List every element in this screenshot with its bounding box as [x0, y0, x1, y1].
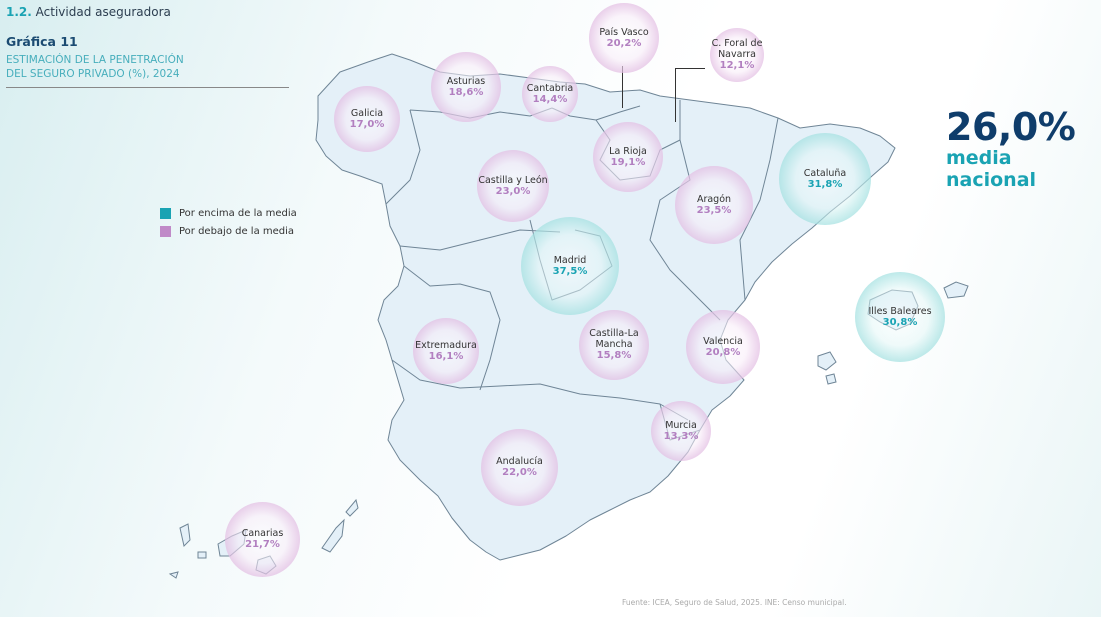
legend-item-above: Por encima de la media — [160, 204, 297, 222]
region-name: Andalucía — [496, 456, 543, 467]
region-name: Cantabria — [526, 82, 574, 94]
region-name: Castilla-La Mancha — [589, 328, 639, 350]
section-number: 1.2. — [6, 5, 32, 19]
region-name: País Vasco — [599, 26, 649, 38]
region-value: 20,8% — [705, 346, 741, 358]
region-value: 18,6% — [448, 86, 484, 98]
bubble-madrid[interactable]: Madrid 37,5% — [521, 217, 619, 315]
ibiza-outline — [817, 351, 837, 371]
region-value: 17,0% — [349, 118, 385, 130]
lanzarote-outline — [345, 498, 359, 517]
bubble-extremadura[interactable]: Extremadura 16,1% — [413, 318, 479, 384]
region-value: 23,0% — [495, 185, 531, 197]
chart-title: ESTIMACIÓN DE LA PENETRACIÓN DEL SEGURO … — [6, 53, 296, 81]
bubble-pais-vasco[interactable]: País Vasco 20,2% — [589, 3, 659, 73]
legend-label: Por debajo de la media — [179, 225, 295, 237]
menorca-outline — [943, 281, 969, 299]
region-value: 21,7% — [245, 539, 280, 550]
bubble-castilla-y-leon[interactable]: Castilla y León 23,0% — [477, 150, 549, 222]
region-name: Castilla y León — [478, 174, 548, 186]
region-name: Murcia — [665, 419, 697, 431]
navarra-leader-line-h — [675, 68, 705, 69]
region-value: 19,1% — [610, 156, 646, 168]
bubble-illes-balears[interactable]: Illes Baleares 30,8% — [855, 272, 945, 362]
legend-item-below: Por debajo de la media — [160, 222, 297, 240]
national-average-value: 26,0% — [946, 105, 1076, 149]
source-note: Fuente: ICEA, Seguro de Salud, 2025. INE… — [622, 598, 847, 607]
region-name: C. Foral de Navarra — [711, 38, 763, 60]
national-average: 26,0% media nacional — [946, 105, 1101, 191]
bubble-asturias[interactable]: Asturias 18,6% — [431, 52, 501, 122]
region-name: Madrid — [553, 254, 587, 266]
region-value: 12,1% — [719, 60, 755, 71]
region-name: Illes Baleares — [868, 305, 932, 317]
region-value: 37,5% — [552, 265, 588, 277]
bubble-castilla-la-mancha[interactable]: Castilla-La Mancha 15,8% — [579, 310, 649, 380]
legend: Por encima de la media Por debajo de la … — [160, 204, 297, 240]
bubble-navarra[interactable]: C. Foral de Navarra 12,1% — [710, 28, 764, 82]
region-name: La Rioja — [609, 145, 647, 157]
peninsula-outline — [315, 53, 896, 561]
legend-label: Por encima de la media — [179, 207, 297, 219]
la-gomera-outline — [197, 551, 207, 559]
national-average-label: media nacional — [946, 147, 1037, 191]
region-name: Valencia — [703, 335, 743, 347]
section-heading: 1.2. Actividad aseguradora — [6, 5, 171, 19]
region-name: Cataluña — [803, 167, 847, 179]
region-value: 20,2% — [606, 37, 642, 49]
bubble-la-rioja[interactable]: La Rioja 19,1% — [593, 122, 663, 192]
bubble-galicia[interactable]: Galicia 17,0% — [334, 86, 400, 152]
legend-swatch-below — [160, 225, 171, 237]
region-value: 30,8% — [882, 316, 918, 328]
bubble-valencia[interactable]: Valencia 20,8% — [686, 310, 760, 384]
region-value: 13,3% — [663, 430, 699, 442]
chart-label: Gráfica 11 — [6, 34, 78, 49]
title-divider — [6, 87, 289, 88]
legend-swatch-above — [160, 207, 171, 219]
bubble-cataluna[interactable]: Cataluña 31,8% — [779, 133, 871, 225]
bubble-andalucia[interactable]: Andalucía 22,0% — [481, 429, 558, 506]
region-value: 14,4% — [532, 93, 568, 105]
chart-title-line1: ESTIMACIÓN DE LA PENETRACIÓN — [6, 54, 184, 66]
navarra-leader-line-v — [675, 68, 676, 122]
bubble-murcia[interactable]: Murcia 13,3% — [651, 401, 711, 461]
region-value: 15,8% — [596, 350, 632, 361]
bubble-canarias[interactable]: Canarias 21,7% — [225, 502, 300, 577]
chart-title-line2: DEL SEGURO PRIVADO (%), 2024 — [6, 68, 180, 80]
section-title: Actividad aseguradora — [35, 5, 171, 19]
region-name: Canarias — [241, 528, 284, 539]
formentera-outline — [825, 373, 837, 385]
el-hierro-outline — [168, 571, 179, 579]
bubble-cantabria[interactable]: Cantabria 14,4% — [522, 66, 578, 122]
fuerteventura-outline — [321, 518, 345, 553]
region-value: 22,0% — [502, 467, 537, 478]
region-value: 31,8% — [807, 178, 843, 190]
bubble-aragon[interactable]: Aragón 23,5% — [675, 166, 753, 244]
region-name: Galicia — [350, 107, 384, 119]
region-value: 23,5% — [696, 204, 732, 216]
la-palma-outline — [179, 523, 191, 547]
pais-vasco-leader-line — [622, 66, 623, 108]
region-name: Asturias — [446, 75, 486, 87]
region-name: Extremadura — [415, 339, 477, 351]
region-value: 16,1% — [428, 350, 464, 362]
region-name: Aragón — [696, 193, 732, 205]
